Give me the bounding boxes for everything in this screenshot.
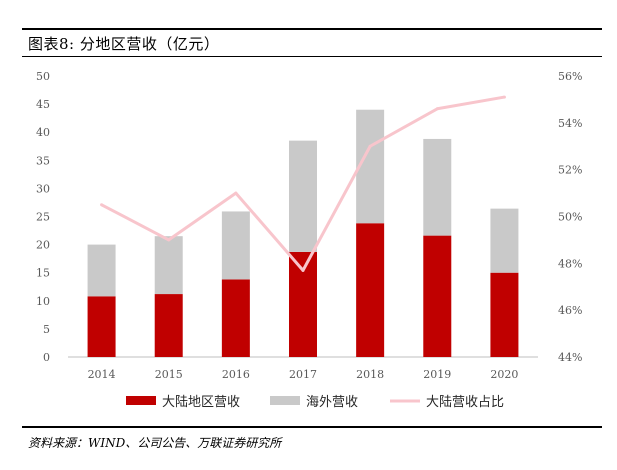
x-tick-label: 2017	[289, 368, 317, 381]
bar-mainland	[423, 235, 452, 357]
y-tick-label: 0	[43, 351, 50, 364]
source-bar: 资料来源：WIND、公司公告、万联证券研究所	[22, 426, 602, 450]
bar-mainland	[87, 296, 116, 357]
share-point	[100, 203, 104, 207]
y2-tick-label: 52%	[558, 164, 582, 177]
y-tick-label: 40	[36, 126, 50, 139]
y-tick-label: 15	[36, 267, 50, 280]
legend-label: 大陆地区营收	[162, 394, 240, 410]
source-note: 资料来源：WIND、公司公告、万联证券研究所	[28, 436, 282, 450]
bar-overseas	[289, 140, 317, 252]
y-tick-label: 45	[36, 98, 50, 111]
x-tick-label: 2019	[423, 368, 451, 381]
bar-overseas	[221, 211, 250, 280]
y2-tick-label: 54%	[558, 117, 582, 130]
y2-tick-label: 46%	[558, 304, 582, 317]
bar-mainland	[154, 294, 183, 357]
y2-tick-label: 56%	[558, 70, 582, 83]
x-tick-label: 2016	[222, 368, 250, 381]
bar-overseas	[423, 138, 452, 236]
y-tick-label: 50	[36, 70, 50, 83]
chart-title: 图表8: 分地区营收（亿元）	[28, 35, 220, 53]
bar-overseas	[154, 236, 183, 295]
legend-label: 大陆营收占比	[426, 394, 504, 410]
y2-tick-label: 48%	[558, 257, 582, 270]
y-tick-label: 30	[36, 182, 50, 195]
y-tick-label: 10	[36, 295, 50, 308]
bar-mainland	[490, 272, 519, 357]
y-tick-label: 35	[36, 154, 50, 167]
chart-frame: 0 5 10 15 20 25 30 35 40 45 50 44% 46% 48% 50% 52% 54% 56…	[22, 56, 602, 426]
chart-title-bar: 图表8: 分地区营收（亿元）	[22, 28, 602, 57]
x-tick-label: 2015	[155, 368, 183, 381]
legend-swatch	[270, 396, 300, 405]
legend-swatch	[126, 396, 156, 405]
share-point	[167, 238, 171, 242]
share-point	[435, 107, 439, 111]
share-point	[301, 268, 305, 272]
y2-tick-label: 44%	[558, 351, 582, 364]
share-point	[234, 191, 238, 195]
y-tick-label: 20	[36, 239, 50, 252]
bar-overseas	[490, 208, 519, 273]
bar-mainland	[221, 279, 250, 357]
legend-label: 海外营收	[306, 395, 358, 410]
y2-tick-label: 50%	[558, 211, 582, 224]
x-tick-label: 2020	[490, 368, 518, 381]
bar-mainland	[356, 223, 385, 357]
bar-overseas	[87, 244, 116, 297]
share-point	[368, 144, 372, 148]
y-tick-label: 5	[43, 323, 50, 336]
x-tick-label: 2018	[356, 368, 384, 381]
x-tick-label: 2014	[88, 368, 116, 381]
share-point	[502, 95, 506, 99]
revenue-chart: 0 5 10 15 20 25 30 35 40 45 50 44% 46% 48% 50% 52% 54% 56…	[36, 70, 582, 410]
y-tick-label: 25	[36, 211, 50, 224]
